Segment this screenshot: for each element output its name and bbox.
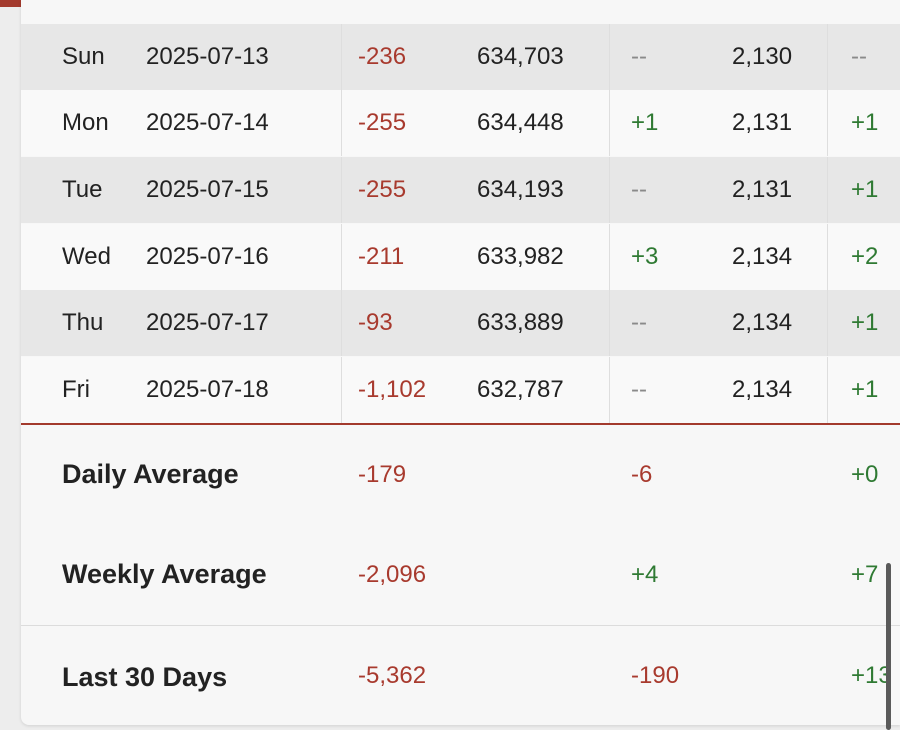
- column-divider: [609, 224, 610, 290]
- summary-delta: +7: [851, 561, 879, 588]
- column-divider: [827, 224, 828, 290]
- total-cell: 633,889: [477, 309, 564, 336]
- day-cell: Tue: [62, 176, 103, 203]
- table-row: Mon 2025-07-14 -255 634,448 +1 2,131 +1: [21, 90, 900, 156]
- date-cell: 2025-07-14: [146, 109, 269, 136]
- stats-table-card: Sun 2025-07-13 -236 634,703 -- 2,130 -- …: [21, 0, 900, 725]
- column-divider: [609, 24, 610, 90]
- count-cell: 2,134: [732, 243, 793, 270]
- summary-label: Weekly Average: [62, 559, 267, 589]
- vertical-scrollbar[interactable]: [886, 563, 891, 730]
- column-divider: [341, 90, 342, 156]
- change-cell: -255: [358, 109, 407, 136]
- delta-cell: +2: [851, 243, 879, 270]
- column-divider: [341, 24, 342, 90]
- summary-row-daily-average: Daily Average -179 -6 +0: [21, 425, 900, 525]
- delta-cell: +1: [631, 109, 659, 136]
- summary-change: -2,096: [358, 561, 427, 588]
- summary-delta: -6: [631, 461, 653, 488]
- summary-label: Daily Average: [62, 459, 239, 489]
- table-row: Tue 2025-07-15 -255 634,193 -- 2,131 +1: [21, 157, 900, 223]
- summary-label: Last 30 Days: [62, 662, 228, 692]
- column-divider: [827, 157, 828, 223]
- delta-cell: --: [631, 309, 647, 336]
- summary-change: -179: [358, 461, 407, 488]
- change-cell: -93: [358, 309, 393, 336]
- column-divider: [341, 290, 342, 356]
- delta-cell: +3: [631, 243, 659, 270]
- delta-cell: --: [631, 376, 647, 403]
- total-cell: 634,193: [477, 176, 564, 203]
- column-divider: [827, 357, 828, 423]
- count-cell: 2,134: [732, 376, 793, 403]
- summary-delta: -190: [631, 662, 680, 689]
- column-divider: [827, 24, 828, 90]
- summary-delta: +13: [851, 662, 892, 689]
- date-cell: 2025-07-15: [146, 176, 269, 203]
- summary-row-weekly-average: Weekly Average -2,096 +4 +7: [21, 525, 900, 625]
- delta-cell: +1: [851, 109, 879, 136]
- table-row: Thu 2025-07-17 -93 633,889 -- 2,134 +1: [21, 290, 900, 356]
- date-cell: 2025-07-18: [146, 376, 269, 403]
- total-cell: 632,787: [477, 376, 564, 403]
- table-row: Sun 2025-07-13 -236 634,703 -- 2,130 --: [21, 24, 900, 90]
- summary-delta: +4: [631, 561, 659, 588]
- delta-cell: +1: [851, 309, 879, 336]
- day-cell: Sun: [62, 43, 105, 70]
- delta-cell: --: [631, 43, 647, 70]
- column-divider: [609, 157, 610, 223]
- column-divider: [827, 90, 828, 156]
- day-cell: Wed: [62, 243, 111, 270]
- column-divider: [609, 290, 610, 356]
- summary-separator: [21, 625, 900, 626]
- total-cell: 634,703: [477, 43, 564, 70]
- column-divider: [341, 224, 342, 290]
- change-cell: -1,102: [358, 376, 427, 403]
- change-cell: -255: [358, 176, 407, 203]
- day-cell: Fri: [62, 376, 90, 403]
- column-divider: [341, 157, 342, 223]
- day-cell: Thu: [62, 309, 104, 336]
- delta-cell: --: [631, 176, 647, 203]
- table-summary-divider: [21, 423, 900, 425]
- count-cell: 2,131: [732, 109, 793, 136]
- change-cell: -236: [358, 43, 407, 70]
- count-cell: 2,130: [732, 43, 793, 70]
- count-cell: 2,131: [732, 176, 793, 203]
- summary-delta: +0: [851, 461, 879, 488]
- total-cell: 634,448: [477, 109, 564, 136]
- date-cell: 2025-07-17: [146, 309, 269, 336]
- table-row: Fri 2025-07-18 -1,102 632,787 -- 2,134 +…: [21, 357, 900, 423]
- column-divider: [827, 290, 828, 356]
- change-cell: -211: [358, 243, 405, 270]
- date-cell: 2025-07-16: [146, 243, 269, 270]
- column-divider: [609, 90, 610, 156]
- date-cell: 2025-07-13: [146, 43, 269, 70]
- count-cell: 2,134: [732, 309, 793, 336]
- column-divider: [609, 357, 610, 423]
- delta-cell: +1: [851, 376, 879, 403]
- day-cell: Mon: [62, 109, 109, 136]
- column-divider: [341, 357, 342, 423]
- total-cell: 633,982: [477, 243, 564, 270]
- delta-cell: +1: [851, 176, 879, 203]
- summary-row-last-30-days: Last 30 Days -5,362 -190 +13: [21, 626, 900, 725]
- table-row: Wed 2025-07-16 -211 633,982 +3 2,134 +2: [21, 224, 900, 290]
- delta-cell: --: [851, 43, 867, 70]
- summary-change: -5,362: [358, 662, 427, 689]
